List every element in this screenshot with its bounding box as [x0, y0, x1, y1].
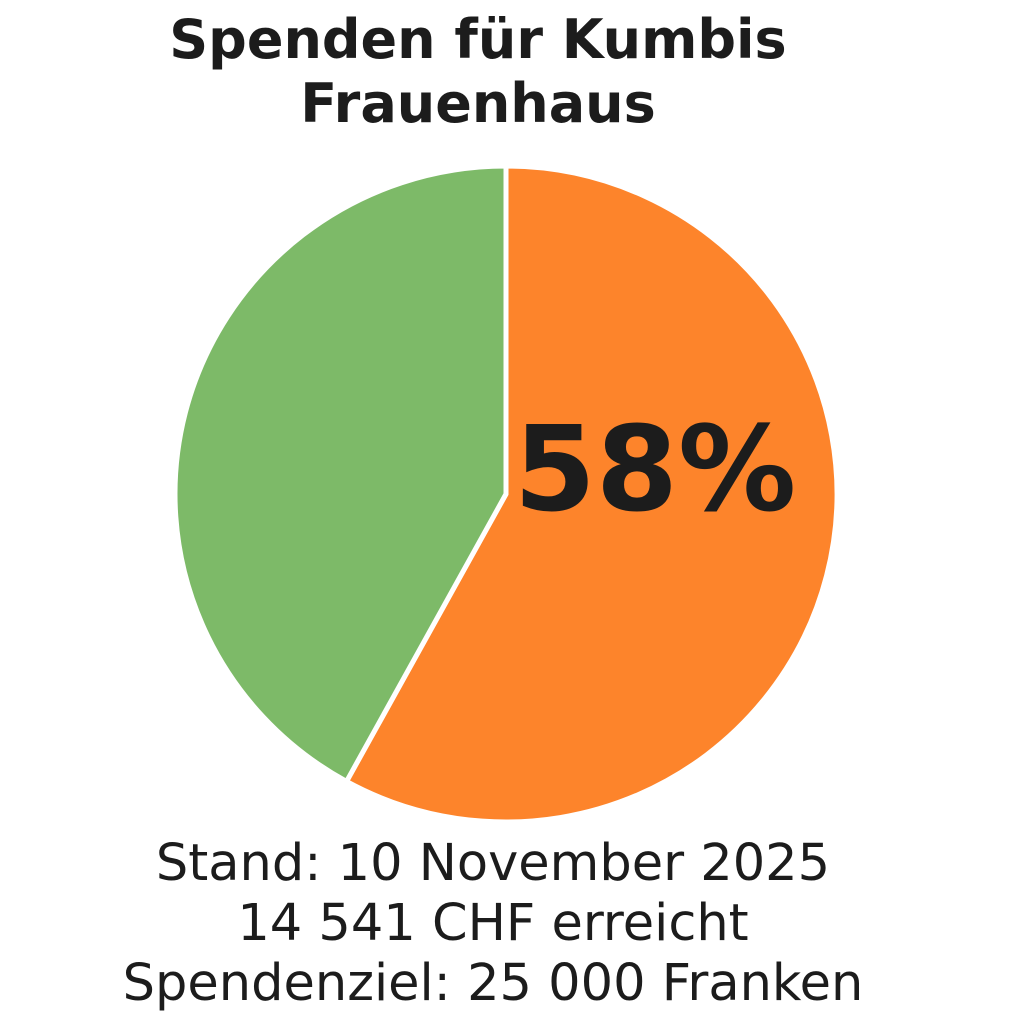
pie-slices	[172, 163, 840, 825]
footer: Stand: 10 November 2025 14 541 CHF errei…	[0, 834, 986, 1014]
chart-title: Spenden für Kumbis Frauenhaus	[0, 8, 956, 136]
chart-title-line-1: Spenden für Kumbis	[169, 8, 787, 71]
donation-goal: Spendenziel: 25 000 Franken	[122, 954, 864, 1013]
chart-title-line-2: Frauenhaus	[300, 72, 656, 135]
status-date: Stand: 10 November 2025	[155, 834, 831, 893]
pie-slice-remaining	[172, 163, 509, 784]
amount-reached: 14 541 CHF erreicht	[237, 894, 749, 953]
pie-slice-reached	[344, 163, 840, 825]
percent-label: 58%	[514, 400, 796, 538]
